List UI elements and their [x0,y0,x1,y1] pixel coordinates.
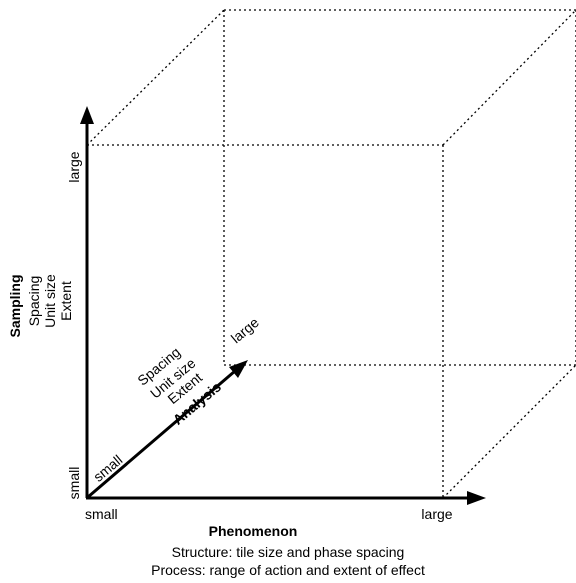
cube-edge-top-right-diag [442,9,576,146]
phenomenon-labels: small large Phenomenon [85,506,453,539]
sampling-large-label: large [66,151,82,182]
sampling-item-spacing: Spacing [26,276,42,327]
sampling-axis-title: Sampling [7,274,23,337]
phenomenon-axis-arrowhead [467,491,486,505]
analysis-labels: small large Spacing Unit size Extent Ana… [90,314,262,485]
caption-process: Process: range of action and extent of e… [151,562,425,578]
analysis-axis-arrowhead [229,360,248,378]
phenomenon-axis-title: Phenomenon [209,523,298,539]
sampling-labels: large small Sampling Spacing Unit size E… [7,151,82,499]
sampling-axis-arrowhead [80,106,94,124]
sampling-item-unit-size: Unit size [42,274,58,328]
sampling-small-label: small [66,467,82,500]
sampling-item-extent: Extent [58,281,74,321]
analysis-axis [87,369,236,499]
cube-outline [86,9,576,499]
phenomenon-large-label: large [421,506,452,522]
cube-edge-top-left-diag [86,9,225,146]
analysis-large-label: large [228,314,262,346]
cube-edge-bottom-right-diag [442,364,576,499]
caption-structure: Structure: tile size and phase spacing [171,544,405,560]
phenomenon-small-label: small [85,506,118,522]
axes [80,106,486,505]
